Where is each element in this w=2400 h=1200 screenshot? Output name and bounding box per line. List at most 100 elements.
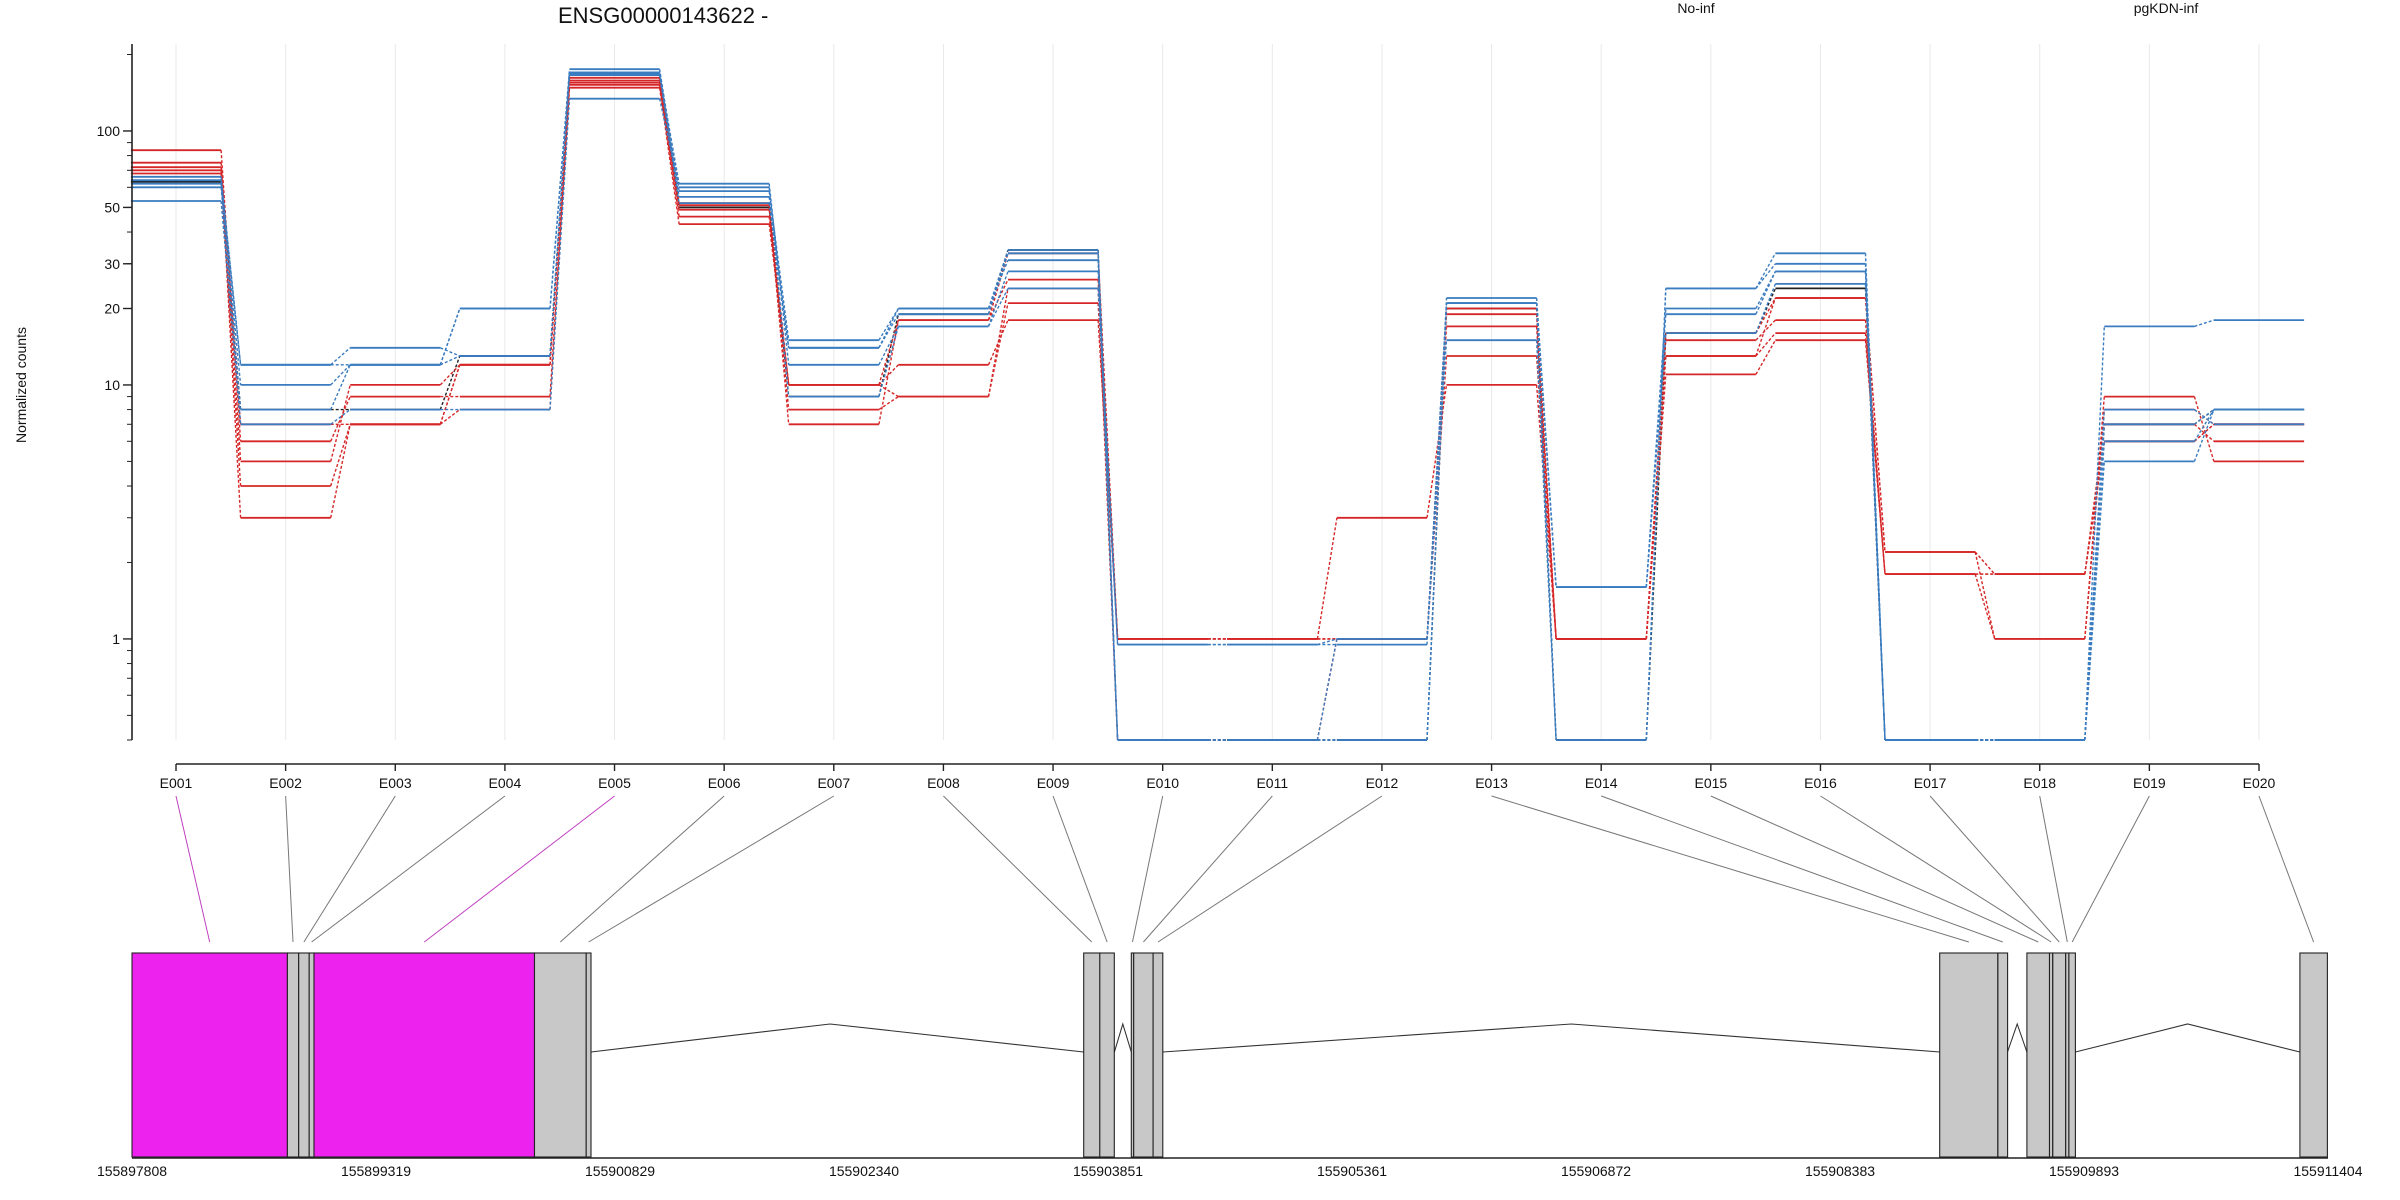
exon-block-e005 xyxy=(313,952,536,1158)
exon-block-e008 xyxy=(1083,952,1101,1158)
exon-label-e011: E011 xyxy=(1256,775,1288,791)
series-6-levels xyxy=(130,74,2305,741)
intron-2 xyxy=(1113,1022,1132,1053)
series-5-levels xyxy=(130,76,2305,640)
series-dark-transitions xyxy=(220,73,2215,741)
y-tick-label-10: 10 xyxy=(104,377,120,393)
exon-block-e019 xyxy=(2068,952,2076,1158)
exon-label-e001: E001 xyxy=(160,775,193,791)
exon-block-e015 xyxy=(2026,952,2051,1158)
coordinate-label-6: 155905361 xyxy=(1317,1163,1387,1179)
exon-label-e010: E010 xyxy=(1146,775,1179,791)
exon-label-e018: E018 xyxy=(2023,775,2056,791)
exon-block-e017 xyxy=(2052,952,2067,1158)
exon-block-e014 xyxy=(1997,952,2009,1158)
y-tick-label-20: 20 xyxy=(104,300,120,316)
series-10-levels xyxy=(130,97,2305,741)
connector-e004 xyxy=(311,795,506,943)
exon-label-e004: E004 xyxy=(489,775,522,791)
exon-label-e006: E006 xyxy=(708,775,741,791)
series-2-levels xyxy=(130,83,2305,640)
series-lines xyxy=(130,68,2305,741)
series-4-levels xyxy=(130,79,2305,640)
connector-e008 xyxy=(943,795,1093,943)
y-tick-label-30: 30 xyxy=(104,256,120,272)
series-4 xyxy=(130,79,2305,640)
y-tick-label-50: 50 xyxy=(104,199,120,215)
y-tick-label-100: 100 xyxy=(97,123,121,139)
exon-label-e016: E016 xyxy=(1804,775,1837,791)
exon-axis: E001 E002 E003 E004 E005 E006 E007 E008 E009 E010… xyxy=(160,763,2276,791)
exon-block-e002 xyxy=(286,952,300,1158)
coordinate-label-1: 155897808 xyxy=(97,1163,167,1179)
connector-e020 xyxy=(2258,795,2315,943)
legend-no-inf: No-inf xyxy=(1677,0,1714,16)
exon-block-e009 xyxy=(1099,952,1115,1158)
series-10-transitions xyxy=(220,98,2215,741)
coordinate-label-8: 155908383 xyxy=(1805,1163,1875,1179)
series-5-transitions xyxy=(220,77,2215,640)
coordinate-label-3: 155900829 xyxy=(585,1163,655,1179)
exon-label-e014: E014 xyxy=(1585,775,1618,791)
exon-label-e017: E017 xyxy=(1914,775,1947,791)
series-3 xyxy=(130,81,2305,741)
exon-block-e013 xyxy=(1939,952,1999,1158)
coordinate-label-5: 155903851 xyxy=(1073,1163,1143,1179)
series-7-levels xyxy=(130,71,2305,741)
series-10 xyxy=(130,97,2305,741)
exon-block-e011 xyxy=(1133,952,1154,1158)
series-7-transitions xyxy=(220,72,2215,741)
exon-block-e006 xyxy=(533,952,587,1158)
coordinate-label-10: 155911404 xyxy=(2293,1163,2362,1179)
series-9-transitions xyxy=(220,73,2215,741)
exon-label-e020: E020 xyxy=(2243,775,2276,791)
exon-block-e016 xyxy=(2048,952,2054,1158)
connector-e016 xyxy=(1820,795,2052,943)
exon-block-e007 xyxy=(585,952,592,1158)
coordinate-label-4: 155902340 xyxy=(829,1163,899,1179)
connector-e011 xyxy=(1143,795,1273,943)
intron-5 xyxy=(2075,1023,2301,1053)
connector-e005 xyxy=(423,795,615,943)
exon-block-e003 xyxy=(298,952,310,1158)
series-8 xyxy=(130,68,2305,741)
connector-e002 xyxy=(285,795,294,943)
chart-title: ENSG00000143622 - xyxy=(558,3,768,28)
series-4-transitions xyxy=(220,80,2215,640)
exon-label-e012: E012 xyxy=(1366,775,1399,791)
connector-e001 xyxy=(175,795,211,943)
exon-label-e013: E013 xyxy=(1475,775,1508,791)
series-9 xyxy=(130,72,2305,741)
series-8-levels xyxy=(130,68,2305,741)
series-7 xyxy=(130,71,2305,741)
y-axis-label: Normalized counts xyxy=(13,327,29,443)
connector-e018 xyxy=(2039,795,2068,943)
connector-e012 xyxy=(1157,795,1383,943)
connector-e007 xyxy=(588,795,835,943)
connector-e017 xyxy=(1929,795,2060,943)
series-dark-levels xyxy=(130,72,2305,741)
exon-label-e005: E005 xyxy=(598,775,631,791)
genomic-coordinate-axis: 155897808 155899319 155900829 155902340 1559… xyxy=(97,1157,2363,1179)
exon-block-e020 xyxy=(2299,952,2328,1158)
legend-pgkdn-inf: pgKDN-inf xyxy=(2134,0,2199,16)
exon-label-e015: E015 xyxy=(1694,775,1727,791)
series-2-transitions xyxy=(220,84,2215,640)
gene-model xyxy=(131,952,2328,1158)
intron-3 xyxy=(1162,1023,1940,1053)
series-2 xyxy=(130,83,2305,640)
connector-e013 xyxy=(1491,795,1969,943)
intron-1 xyxy=(590,1023,1084,1053)
series-6 xyxy=(130,74,2305,741)
connector-e014 xyxy=(1601,795,2003,943)
connector-e006 xyxy=(559,795,725,943)
exon-label-e008: E008 xyxy=(927,775,960,791)
exon-label-e003: E003 xyxy=(379,775,412,791)
series-6-transitions xyxy=(220,74,2215,741)
connector-e010 xyxy=(1132,795,1164,943)
exon-label-e002: E002 xyxy=(269,775,302,791)
exon-label-e007: E007 xyxy=(817,775,850,791)
series-5 xyxy=(130,76,2305,640)
y-axis: 1 10 20 30 50 100 xyxy=(97,44,133,741)
